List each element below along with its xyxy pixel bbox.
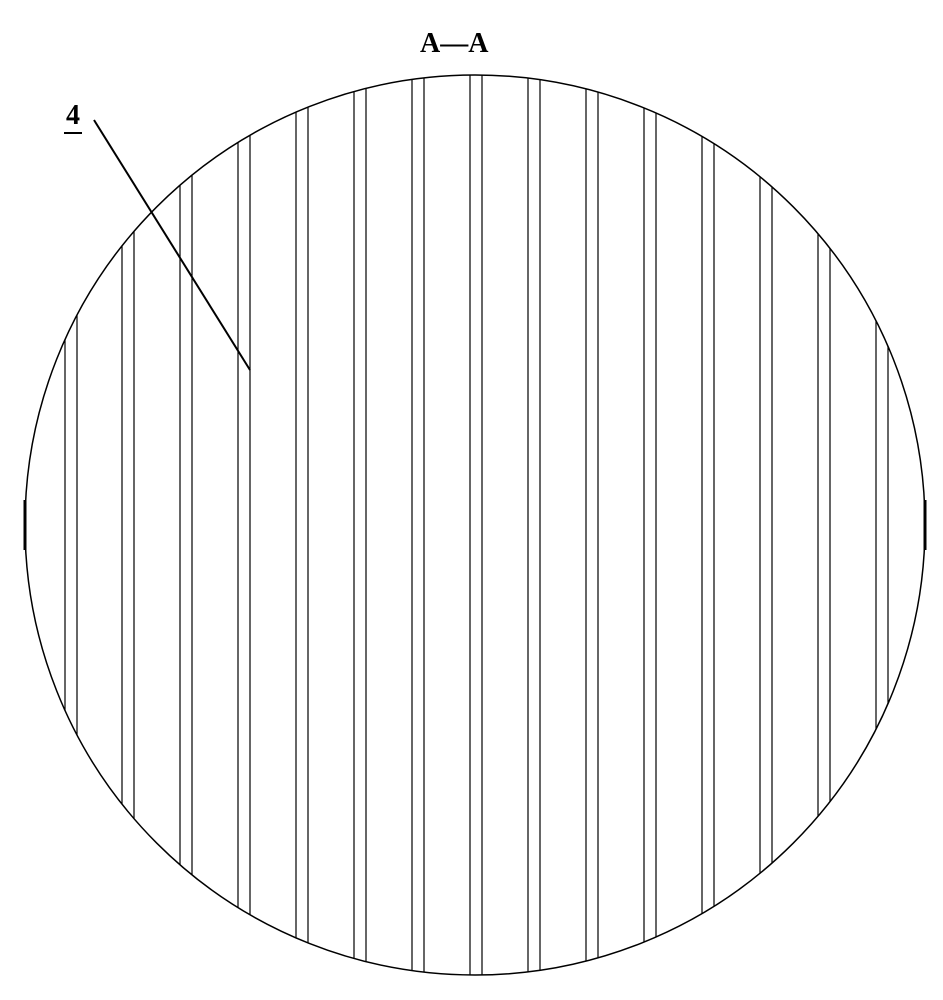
rib-lines-group xyxy=(65,65,888,985)
callout-leader-line xyxy=(94,120,250,370)
diagram-canvas: A—A 4 xyxy=(0,0,943,1000)
section-drawing-svg xyxy=(0,0,943,1000)
outer-circle xyxy=(25,75,925,975)
